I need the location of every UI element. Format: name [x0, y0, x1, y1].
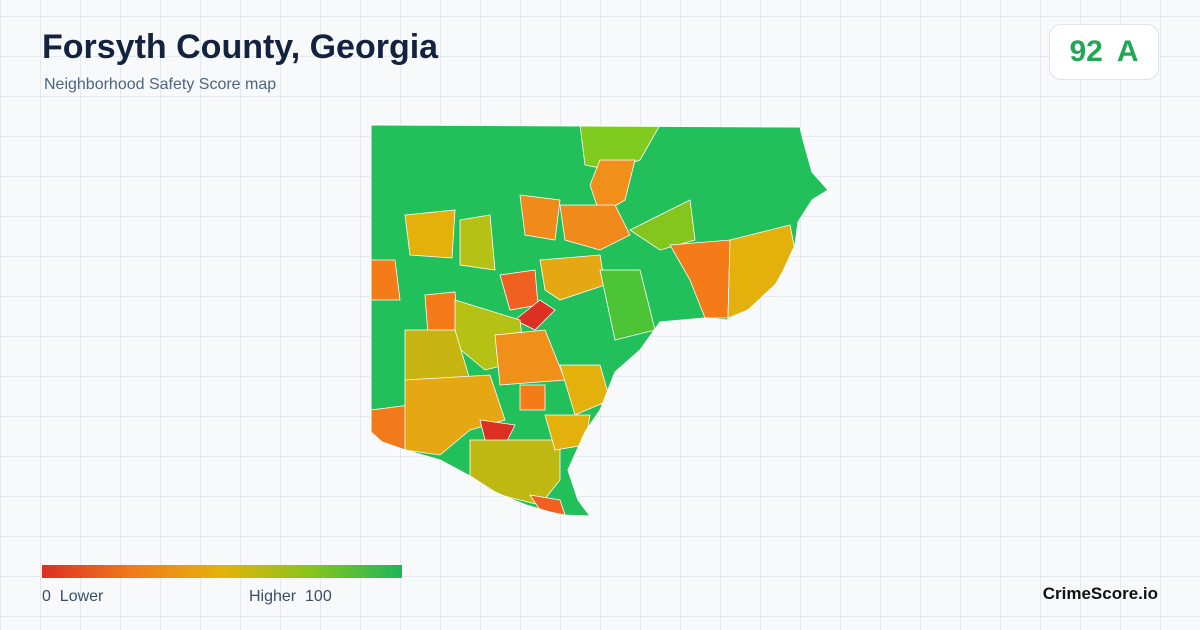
subtitle: Neighborhood Safety Score map	[44, 76, 277, 93]
brand: CrimeScore.io	[1042, 584, 1158, 603]
legend-bar	[42, 565, 402, 578]
legend-max: Higher 100	[249, 588, 332, 606]
score-badge: 92 A	[1049, 24, 1159, 80]
score-value: 92	[1069, 35, 1103, 68]
legend-min-value: 0	[42, 588, 51, 605]
score-grade: A	[1116, 35, 1139, 68]
title: Forsyth County, Georgia	[42, 28, 439, 66]
legend-max-value: 100	[305, 588, 332, 605]
map-regions	[371, 125, 828, 516]
legend-max-label: Higher	[249, 588, 297, 605]
legend-min-label: Lower	[59, 588, 104, 605]
legend-min: 0 Lower	[42, 588, 103, 606]
